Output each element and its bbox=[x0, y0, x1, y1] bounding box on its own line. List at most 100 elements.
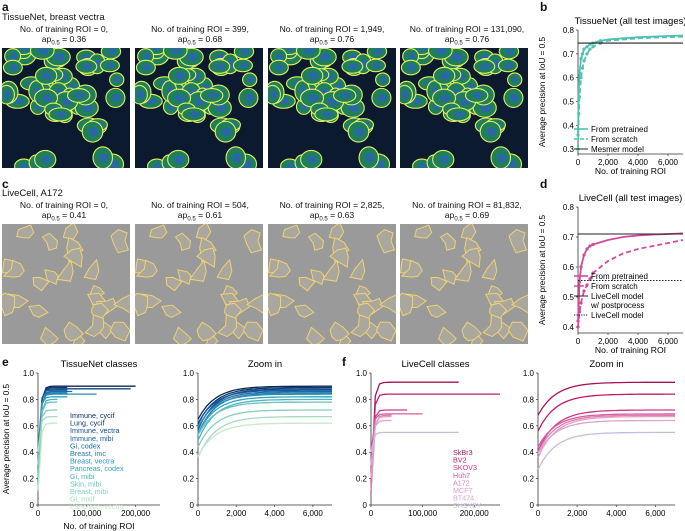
y-axis-label: Average precision at IoU = 0.5 bbox=[2, 383, 11, 494]
legend-label: From scratch bbox=[591, 135, 638, 144]
y-tick-label: 0.4 bbox=[183, 448, 195, 457]
y-tick-label: 0.6 bbox=[356, 422, 368, 431]
cell-outline bbox=[56, 259, 74, 282]
y-tick-label: 0.3 bbox=[563, 145, 575, 154]
nucleus-shape bbox=[348, 103, 359, 113]
y-axis-label: Average precision at IoU = 0.5 bbox=[538, 214, 547, 325]
data-point bbox=[580, 52, 585, 56]
series-line bbox=[537, 393, 675, 432]
y-tick-label: 0.4 bbox=[563, 323, 575, 332]
data-point bbox=[577, 95, 582, 99]
series-line bbox=[37, 393, 97, 466]
nucleus-shape bbox=[232, 152, 242, 163]
data-point bbox=[591, 45, 595, 49]
tile-caption: No. of training ROI = 1,949, bbox=[279, 24, 385, 34]
tile-a-3: No. of training ROI = 1,949, ap0.5 = 0.7… bbox=[268, 24, 396, 49]
legend-label: SHSY5Y bbox=[453, 501, 482, 510]
chart-f: LiveCell classes 0 0.2 0.4 0.6 0.8 1.0 0 100,000… bbox=[356, 359, 500, 518]
nucleus-shape bbox=[189, 111, 200, 118]
cell-outline bbox=[349, 258, 366, 281]
nucleus-shape bbox=[207, 92, 218, 99]
series-line bbox=[370, 413, 423, 453]
nucleus-shape bbox=[285, 48, 295, 52]
row-title-a: TissueNet, breast vectra bbox=[2, 12, 105, 23]
cell-outline bbox=[242, 321, 263, 342]
nucleus-shape bbox=[9, 64, 19, 71]
y-tick-label: 0.6 bbox=[563, 263, 575, 272]
tile-a-4: No. of training ROI = 131,090, ap0.5 = 0… bbox=[398, 24, 536, 49]
data-point bbox=[579, 57, 583, 61]
series-line bbox=[370, 419, 392, 466]
chart-e-zoom: Zoom in 0 0.2 0.4 0.6 0.8 1.0 0 2,000 4,000 6,000 bbox=[183, 359, 332, 518]
nucleus-shape bbox=[240, 48, 250, 55]
nucleus-shape bbox=[408, 52, 416, 60]
tile-ap: ap0.5 = 0.63 bbox=[309, 210, 355, 223]
data-point bbox=[588, 277, 592, 281]
nucleus-shape bbox=[322, 111, 333, 118]
cell-outline bbox=[2, 259, 25, 278]
nucleus-shape bbox=[510, 93, 519, 103]
series-line bbox=[537, 381, 675, 416]
series-line bbox=[37, 385, 136, 492]
cell-outline bbox=[426, 304, 447, 318]
cell-outline bbox=[329, 247, 349, 268]
data-point bbox=[582, 253, 586, 257]
nucleus-shape bbox=[175, 72, 185, 80]
cell-outline bbox=[245, 294, 263, 314]
y-tick-label: 1.0 bbox=[356, 369, 368, 378]
cell-outline bbox=[16, 224, 35, 239]
tile-ap: ap0.5 = 0.69 bbox=[444, 210, 490, 223]
cell-outline bbox=[149, 224, 168, 239]
y-tick-label: 1.0 bbox=[523, 369, 535, 378]
cell-outline bbox=[378, 294, 396, 314]
series-line bbox=[537, 419, 675, 454]
cell-outline bbox=[400, 259, 423, 278]
tile-caption: No. of training ROI = 504, bbox=[151, 200, 249, 210]
legend-label: From scratch bbox=[591, 282, 638, 291]
legend-label: BT474 bbox=[453, 494, 474, 503]
nucleus-shape bbox=[286, 163, 295, 168]
tile-caption: No. of training ROI = 0, bbox=[19, 200, 109, 210]
nucleus-shape bbox=[454, 111, 465, 118]
cell-outline bbox=[439, 232, 457, 251]
y-tick-label: 0 bbox=[190, 501, 195, 510]
nucleus-shape bbox=[307, 94, 319, 103]
cell-outline bbox=[195, 224, 212, 240]
legend-label: Immune, mibi bbox=[70, 434, 114, 443]
nucleus-shape bbox=[320, 53, 331, 62]
series-line bbox=[197, 386, 332, 425]
series-line bbox=[537, 431, 675, 470]
x-tick-label: 0 bbox=[196, 509, 201, 518]
legend-label: Breast, mibi bbox=[70, 487, 108, 496]
micrograph-livecell-1 bbox=[2, 224, 130, 344]
nucleus-shape bbox=[99, 152, 109, 163]
chart-title: TissueNet classes bbox=[61, 359, 138, 370]
tile-ap: ap0.5 = 0.61 bbox=[177, 210, 223, 223]
cell-outline bbox=[454, 259, 472, 282]
nucleus-shape bbox=[472, 92, 483, 99]
cell-outline bbox=[307, 232, 325, 251]
y-tick-label: 0.2 bbox=[356, 475, 368, 484]
series-line bbox=[537, 414, 675, 453]
nucleus-shape bbox=[42, 72, 52, 80]
series-line bbox=[370, 381, 459, 492]
series-line bbox=[537, 413, 675, 448]
series-line bbox=[537, 415, 675, 458]
chart-title: TissueNet (all test images) bbox=[574, 16, 685, 27]
series-line bbox=[197, 422, 332, 457]
tile-ap: ap0.5 = 0.76 bbox=[444, 34, 490, 47]
nucleus-shape bbox=[41, 155, 51, 164]
nucleus-shape bbox=[348, 63, 359, 70]
cell-outline bbox=[329, 321, 350, 342]
tile-c-4: No. of training ROI = 81,832, ap0.5 = 0.… bbox=[398, 200, 536, 225]
x-axis-label: No. of training ROI bbox=[595, 345, 666, 355]
micrograph-tissuenet-3 bbox=[268, 48, 396, 168]
tile-c-2: No. of training ROI = 504, ap0.5 = 0.61 bbox=[135, 200, 265, 225]
x-tick-label: 4,000 bbox=[265, 509, 286, 518]
nucleus-shape bbox=[365, 152, 375, 163]
series-line bbox=[197, 396, 332, 435]
legend-label: From pretrained bbox=[591, 272, 648, 281]
series-line bbox=[37, 415, 58, 453]
nucleus-shape bbox=[378, 93, 387, 103]
micrograph-livecell-3 bbox=[268, 224, 396, 344]
